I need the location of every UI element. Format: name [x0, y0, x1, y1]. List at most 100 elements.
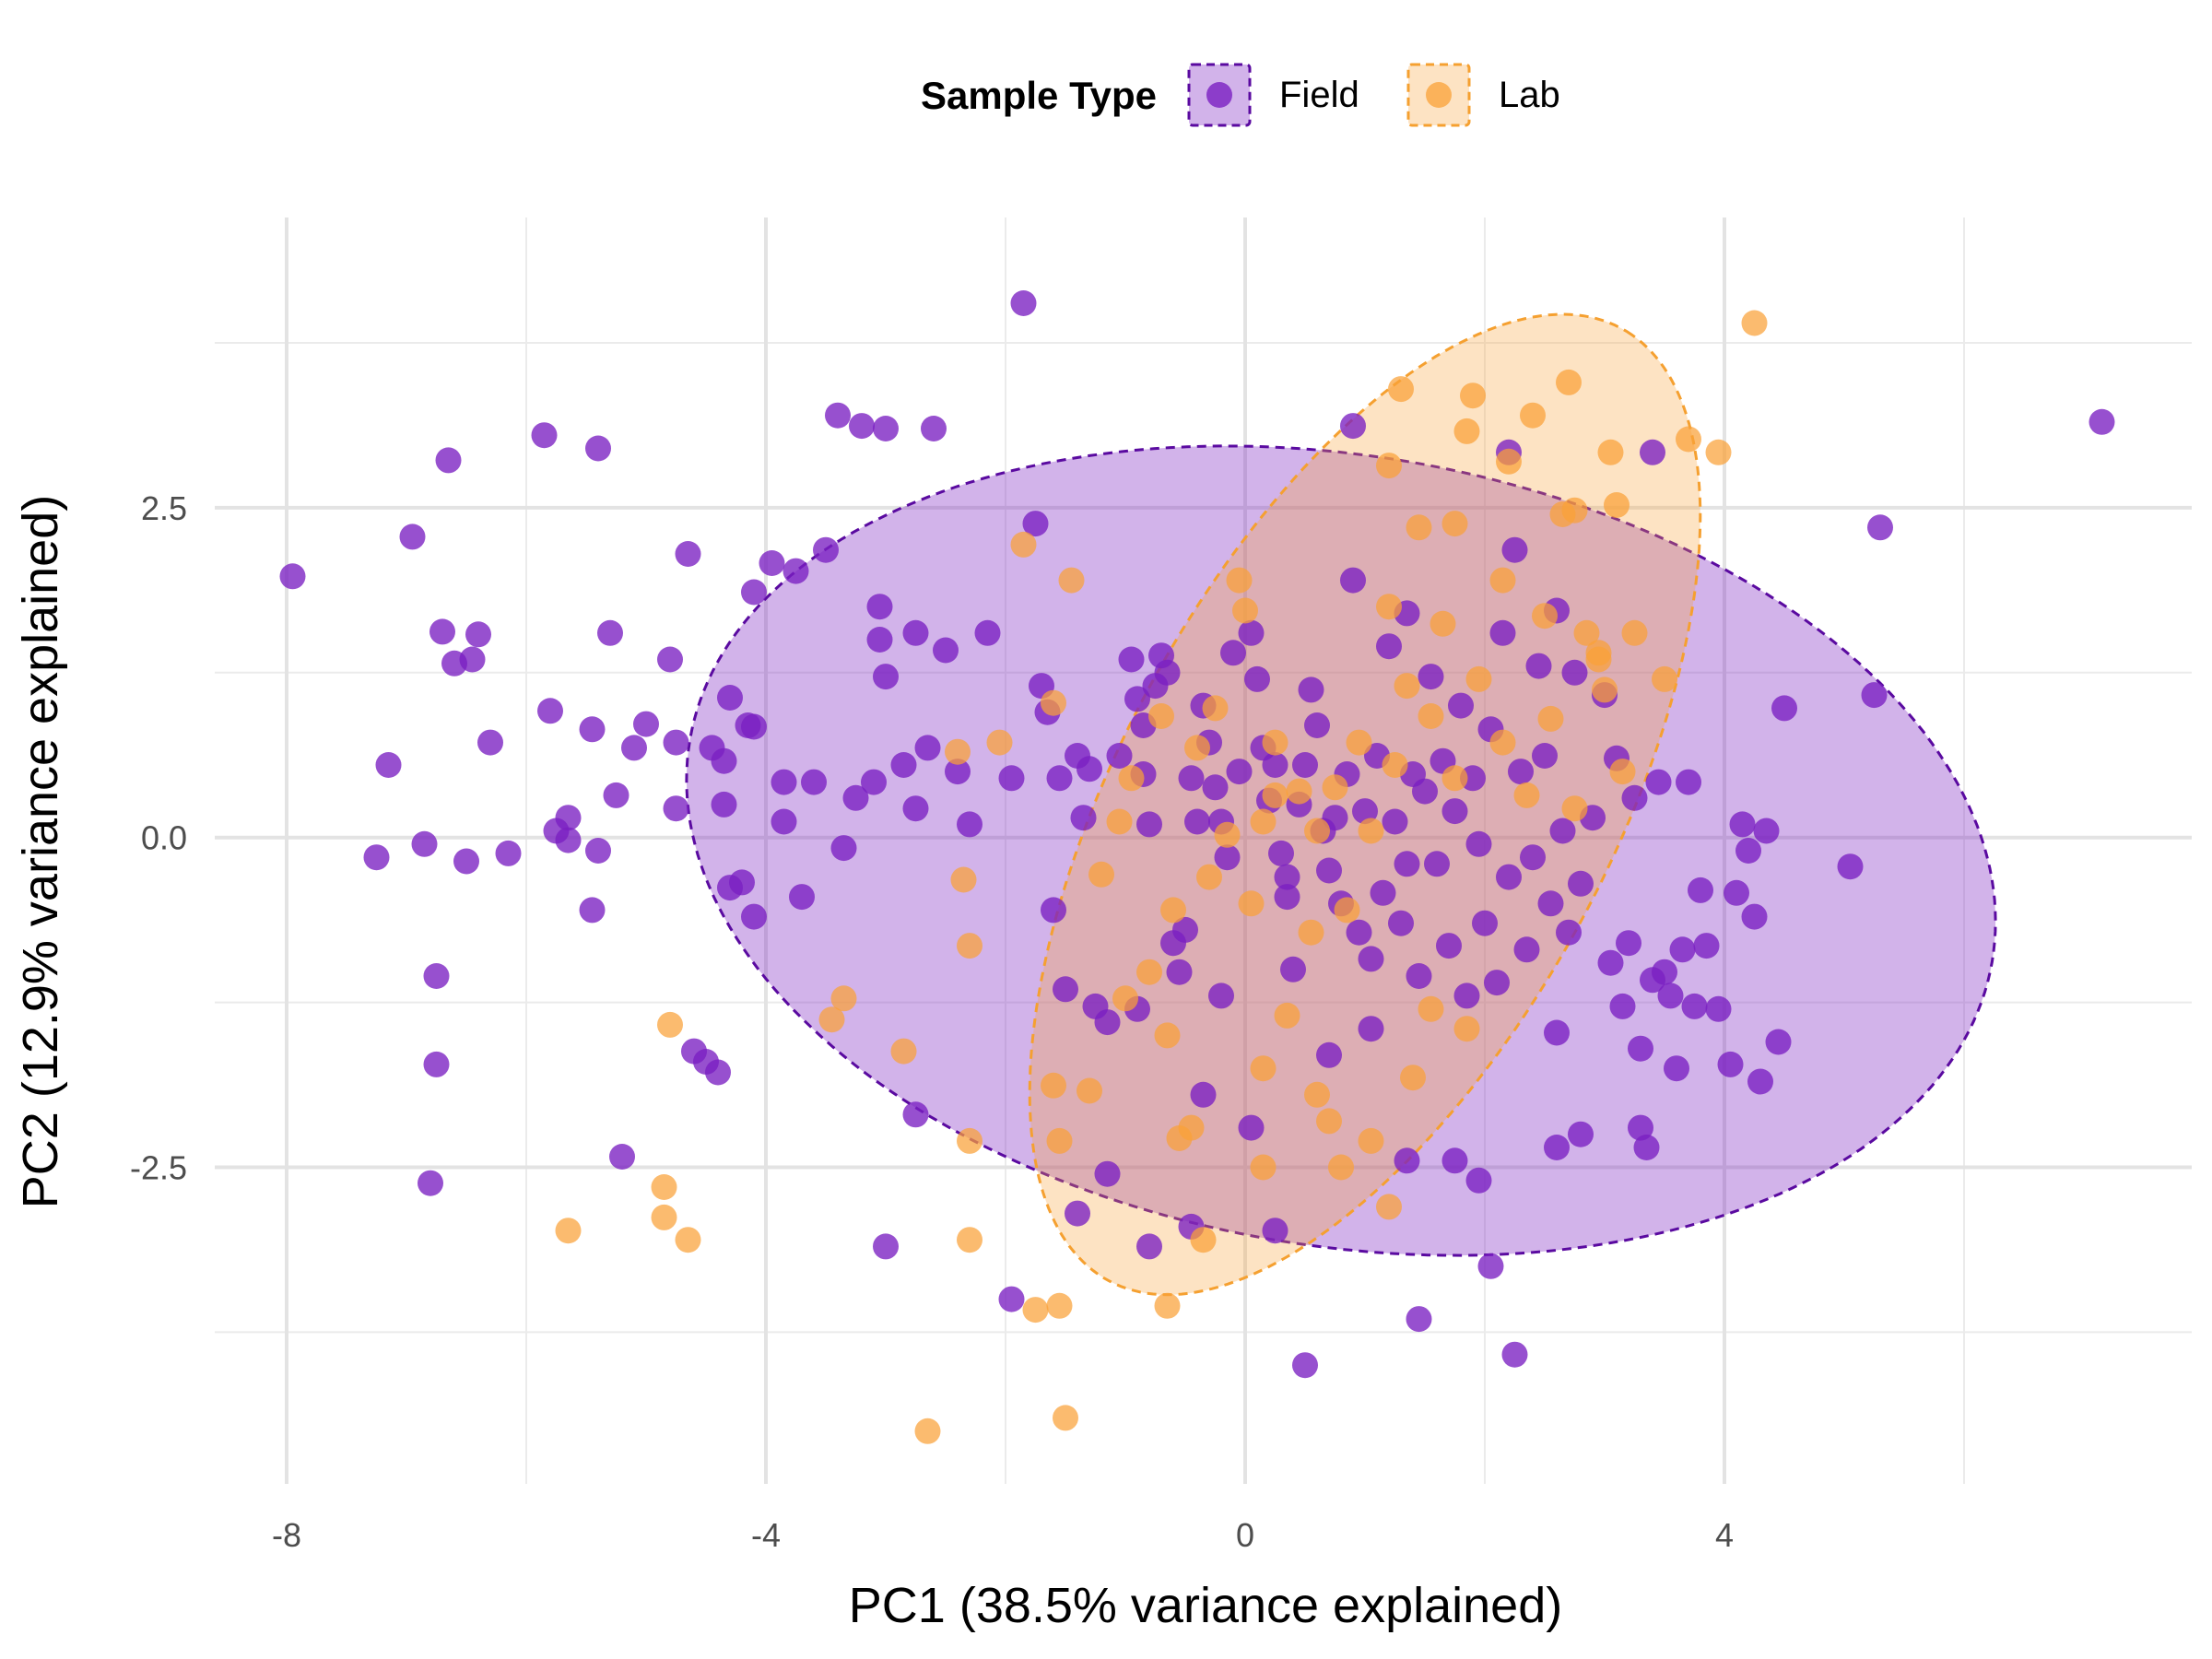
field-point-151 [1525, 653, 1552, 679]
lab-point-18 [1430, 610, 1456, 637]
field-point-181 [1729, 811, 1756, 838]
field-point-66 [933, 637, 959, 664]
lab-point-53 [1154, 1022, 1181, 1049]
lab-point-73 [1358, 818, 1384, 844]
field-point-172 [1664, 1055, 1689, 1082]
lab-point-7 [1705, 439, 1732, 465]
lab-point-62 [1400, 1065, 1426, 1091]
lab-point-70 [1304, 818, 1330, 844]
field-point-26 [603, 782, 629, 808]
tick-labels: -8 -4 0 4 -2.5 0.0 2.5 [130, 489, 1734, 1554]
lab-point-79 [1489, 729, 1516, 756]
field-point-51 [789, 884, 815, 911]
lab-point-45 [1022, 1297, 1049, 1324]
lab-point-20 [1573, 619, 1600, 646]
field-point-19 [555, 805, 582, 831]
field-point-30 [657, 646, 683, 673]
field-point-131 [1406, 963, 1432, 989]
field-point-85 [1124, 686, 1150, 712]
field-point-82 [1094, 1009, 1121, 1036]
field-point-219 [1238, 1114, 1265, 1141]
lab-point-43 [957, 1127, 982, 1154]
y-tick-label-2: 2.5 [141, 489, 187, 527]
field-point-109 [1274, 884, 1300, 911]
field-point-194 [1640, 439, 1665, 465]
field-point-116 [1316, 857, 1342, 884]
field-point-174 [1676, 769, 1701, 795]
field-point-177 [1693, 933, 1720, 959]
lab-point-75 [1394, 673, 1420, 700]
lab-point-50 [1190, 1227, 1217, 1253]
lab-point-14 [1406, 514, 1432, 541]
lab-point-67 [1250, 808, 1277, 835]
field-point-38 [711, 747, 737, 774]
field-point-212 [1394, 1147, 1420, 1174]
lab-point-55 [1250, 1055, 1277, 1082]
lab-point-77 [1441, 765, 1468, 792]
field-point-63 [902, 795, 929, 822]
field-point-90 [1154, 659, 1181, 686]
field-point-220 [1190, 1081, 1217, 1108]
lab-point-15 [1441, 511, 1468, 537]
lab-point-78 [1465, 665, 1492, 692]
lab-point-26 [1058, 567, 1085, 594]
field-point-173 [1669, 936, 1696, 963]
lab-point-6 [1676, 426, 1701, 453]
field-point-136 [1436, 933, 1462, 959]
field-point-139 [1453, 982, 1480, 1009]
lab-point-82 [1561, 795, 1588, 822]
x-tick-label-1: -4 [751, 1516, 781, 1554]
field-point-108 [1268, 840, 1294, 866]
field-point-20 [555, 827, 582, 853]
field-point-37 [705, 1059, 731, 1086]
field-point-47 [759, 550, 785, 576]
field-point-100 [1214, 844, 1241, 871]
field-point-224 [1544, 1019, 1570, 1046]
field-point-11 [411, 830, 438, 857]
y-tick-label-1: 0.0 [141, 819, 187, 857]
lab-point-65 [1196, 864, 1222, 890]
field-point-8 [459, 646, 486, 673]
lab-point-95 [1136, 959, 1162, 985]
field-point-195 [1292, 1352, 1318, 1379]
field-point-206 [902, 1101, 929, 1128]
lab-point-12 [1561, 497, 1588, 524]
field-point-9 [465, 621, 491, 648]
field-point-209 [1544, 1135, 1570, 1160]
field-point-22 [579, 897, 606, 924]
lab-point-4 [1520, 402, 1546, 429]
field-point-87 [1136, 811, 1162, 838]
field-point-186 [1765, 1029, 1792, 1055]
legend-title: Sample Type [921, 74, 1157, 117]
field-point-180 [1724, 879, 1749, 906]
field-point-191 [2088, 408, 2115, 435]
field-point-5 [435, 447, 462, 474]
field-point-1 [363, 844, 390, 871]
field-point-83 [1106, 743, 1133, 769]
field-point-42 [729, 869, 755, 896]
field-point-201 [1262, 1218, 1288, 1244]
lab-point-0 [1741, 310, 1768, 336]
lab-point-32 [830, 985, 857, 1012]
x-axis-title: PC1 (38.5% variance explained) [849, 1578, 1562, 1633]
lab-point-52 [1178, 1114, 1205, 1141]
field-point-216 [1274, 864, 1300, 890]
field-point-24 [585, 435, 611, 462]
lab-point-28 [986, 729, 1013, 756]
lab-point-9 [1496, 448, 1522, 475]
legend-label-field: Field [1279, 75, 1359, 115]
field-point-155 [1549, 818, 1576, 844]
lab-point-13 [1604, 492, 1630, 518]
field-point-197 [1501, 1341, 1528, 1368]
lab-point-85 [1226, 567, 1253, 594]
field-point-57 [842, 784, 869, 811]
field-point-165 [1621, 784, 1648, 811]
lab-point-5 [1453, 418, 1480, 444]
field-point-179 [1717, 1051, 1744, 1077]
field-point-176 [1688, 877, 1713, 903]
lab-point-36 [651, 1174, 677, 1200]
field-point-98 [1202, 774, 1229, 801]
field-point-217 [1394, 851, 1420, 877]
lab-point-33 [818, 1006, 845, 1033]
field-point-150 [1520, 844, 1546, 871]
